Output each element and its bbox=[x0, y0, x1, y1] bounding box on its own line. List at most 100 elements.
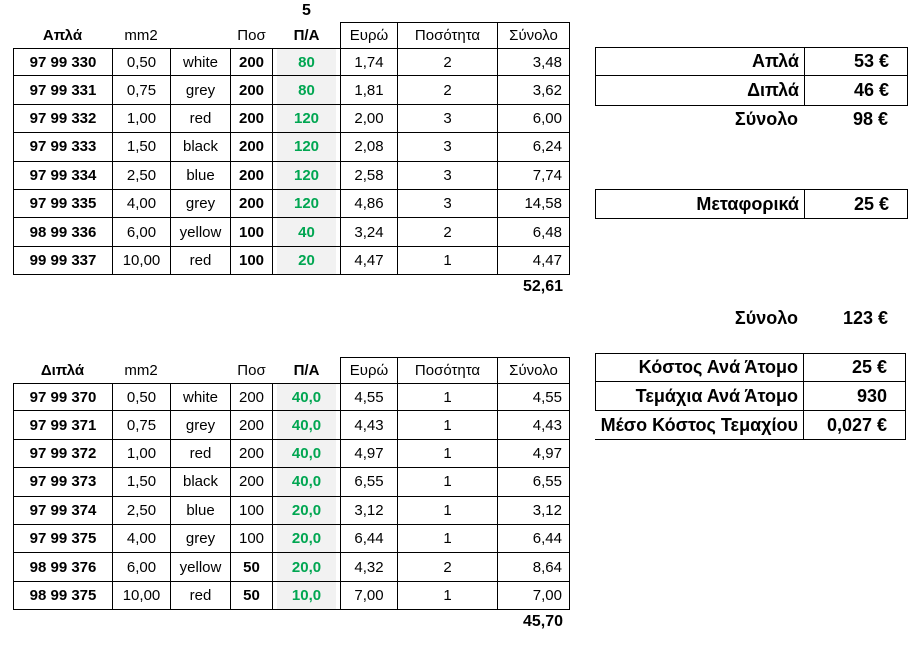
cell-color[interactable]: grey bbox=[170, 524, 230, 554]
cell-pa[interactable]: 40,0 bbox=[273, 411, 340, 440]
cell-code[interactable]: 97 99 371 bbox=[13, 411, 112, 440]
cell-euro[interactable]: 1,81 bbox=[340, 76, 397, 105]
cell-code[interactable]: 97 99 375 bbox=[13, 524, 112, 554]
cell-qty[interactable]: 1 bbox=[397, 246, 497, 276]
cell-euro[interactable]: 2,58 bbox=[340, 161, 397, 190]
shipping-label[interactable]: Μεταφορικά bbox=[696, 193, 799, 214]
cell-total[interactable]: 6,48 bbox=[497, 218, 570, 247]
cell-pa[interactable]: 120 bbox=[273, 133, 340, 162]
cell-euro[interactable]: 6,55 bbox=[340, 468, 397, 497]
cell-code[interactable]: 97 99 333 bbox=[13, 133, 112, 162]
summary-label[interactable]: Απλά bbox=[596, 48, 804, 77]
cell-pa[interactable]: 20,0 bbox=[273, 524, 340, 554]
cell-total[interactable]: 3,48 bbox=[497, 48, 570, 77]
cell-pa[interactable]: 40,0 bbox=[273, 468, 340, 497]
cell-code[interactable]: 99 99 337 bbox=[13, 246, 112, 276]
cell-total[interactable]: 4,47 bbox=[497, 246, 570, 276]
cell-mm2[interactable]: 2,50 bbox=[112, 161, 170, 190]
cell-mm2[interactable]: 1,00 bbox=[112, 104, 170, 134]
cell-euro[interactable]: 2,08 bbox=[340, 133, 397, 162]
subtotal-label[interactable]: Σύνολο bbox=[734, 108, 798, 129]
summary-value[interactable]: 930 bbox=[803, 382, 906, 411]
cell-color[interactable]: blue bbox=[170, 161, 230, 190]
cell-qty[interactable]: 3 bbox=[397, 133, 497, 162]
table-title[interactable]: Απλά bbox=[42, 26, 83, 44]
cell-qty[interactable]: 3 bbox=[397, 161, 497, 190]
pa-divisor-label[interactable]: 5 bbox=[302, 2, 311, 19]
cell-mm2[interactable]: 1,50 bbox=[112, 468, 170, 497]
summary-label[interactable]: Κόστος Ανά Άτομο bbox=[595, 353, 803, 382]
cell-qty[interactable]: 1 bbox=[397, 439, 497, 469]
cell-total[interactable]: 14,58 bbox=[497, 189, 570, 219]
summary-value[interactable]: 53 € bbox=[804, 48, 907, 77]
cell-pos[interactable]: 200 bbox=[230, 411, 273, 440]
cell-qty[interactable]: 1 bbox=[397, 496, 497, 525]
header-pa[interactable]: Π/Α bbox=[293, 361, 320, 379]
cell-color[interactable]: black bbox=[170, 133, 230, 162]
cell-code[interactable]: 97 99 330 bbox=[13, 48, 112, 77]
shipping-value[interactable]: 25 € bbox=[804, 190, 907, 219]
cell-mm2[interactable]: 0,50 bbox=[112, 48, 170, 77]
cell-pa[interactable]: 120 bbox=[273, 189, 340, 219]
cell-pa[interactable]: 40,0 bbox=[273, 439, 340, 469]
cell-qty[interactable]: 3 bbox=[397, 104, 497, 134]
header-color[interactable] bbox=[170, 357, 230, 383]
cell-total[interactable]: 4,55 bbox=[497, 383, 570, 412]
header-qty[interactable]: Ποσότητα bbox=[397, 22, 497, 48]
cell-euro[interactable]: 4,97 bbox=[340, 439, 397, 469]
cell-mm2[interactable]: 1,00 bbox=[112, 439, 170, 469]
cell-total[interactable]: 7,00 bbox=[497, 581, 570, 611]
summary-value[interactable]: 46 € bbox=[804, 76, 907, 105]
summary-value[interactable]: 0,027 € bbox=[803, 411, 906, 440]
cell-total[interactable]: 6,55 bbox=[497, 468, 570, 497]
cell-qty[interactable]: 1 bbox=[397, 524, 497, 554]
table-title[interactable]: Διπλά bbox=[40, 361, 85, 379]
summary-label[interactable]: Μέσο Κόστος Τεμαχίου bbox=[595, 411, 803, 440]
cell-mm2[interactable]: 6,00 bbox=[112, 553, 170, 582]
cell-color[interactable]: yellow bbox=[170, 553, 230, 582]
cell-total[interactable]: 6,44 bbox=[497, 524, 570, 554]
cell-euro[interactable]: 3,24 bbox=[340, 218, 397, 247]
cell-color[interactable]: blue bbox=[170, 496, 230, 525]
cell-color[interactable]: yellow bbox=[170, 218, 230, 247]
header-total[interactable]: Σύνολο bbox=[497, 357, 570, 383]
header-euro[interactable]: Ευρώ bbox=[340, 357, 397, 383]
cell-mm2[interactable]: 10,00 bbox=[112, 246, 170, 276]
cell-qty[interactable]: 1 bbox=[397, 411, 497, 440]
cell-qty[interactable]: 1 bbox=[397, 581, 497, 611]
grand-value[interactable]: 123 € bbox=[842, 307, 888, 328]
cell-pos[interactable]: 200 bbox=[230, 161, 273, 190]
cell-euro[interactable]: 4,47 bbox=[340, 246, 397, 276]
cell-total[interactable]: 3,12 bbox=[497, 496, 570, 525]
summary-label[interactable]: Τεμάχια Ανά Άτομο bbox=[595, 382, 803, 411]
cell-total[interactable]: 7,74 bbox=[497, 161, 570, 190]
grand-label[interactable]: Σύνολο bbox=[734, 307, 798, 328]
summary-value[interactable]: 25 € bbox=[803, 353, 906, 382]
cell-euro[interactable]: 2,00 bbox=[340, 104, 397, 134]
cell-mm2[interactable]: 0,50 bbox=[112, 383, 170, 412]
cell-pa[interactable]: 20 bbox=[273, 246, 340, 276]
header-color[interactable] bbox=[170, 22, 230, 48]
cell-code[interactable]: 98 99 375 bbox=[13, 581, 112, 611]
cell-pos[interactable]: 50 bbox=[230, 553, 273, 582]
cell-code[interactable]: 97 99 335 bbox=[13, 189, 112, 219]
header-mm2[interactable]: mm2 bbox=[124, 26, 158, 44]
summary-label[interactable]: Διπλά bbox=[747, 80, 799, 101]
cell-mm2[interactable]: 4,00 bbox=[112, 189, 170, 219]
cell-code[interactable]: 97 99 370 bbox=[13, 383, 112, 412]
grand-total-value[interactable]: 52,61 bbox=[522, 278, 563, 296]
cell-pa[interactable]: 20,0 bbox=[273, 553, 340, 582]
header-mm2[interactable]: mm2 bbox=[124, 361, 158, 379]
cell-pos[interactable]: 100 bbox=[230, 524, 273, 554]
cell-euro[interactable]: 4,55 bbox=[340, 383, 397, 412]
cell-code[interactable]: 97 99 373 bbox=[13, 468, 112, 497]
cell-euro[interactable]: 6,44 bbox=[340, 524, 397, 554]
cell-qty[interactable]: 1 bbox=[397, 468, 497, 497]
header-pa[interactable]: Π/Α bbox=[293, 26, 320, 44]
cell-pos[interactable]: 100 bbox=[230, 496, 273, 525]
cell-color[interactable]: white bbox=[170, 48, 230, 77]
grand-total-value[interactable]: 45,70 bbox=[522, 613, 563, 631]
cell-mm2[interactable]: 2,50 bbox=[112, 496, 170, 525]
header-qty[interactable]: Ποσότητα bbox=[397, 357, 497, 383]
header-euro[interactable]: Ευρώ bbox=[340, 22, 397, 48]
